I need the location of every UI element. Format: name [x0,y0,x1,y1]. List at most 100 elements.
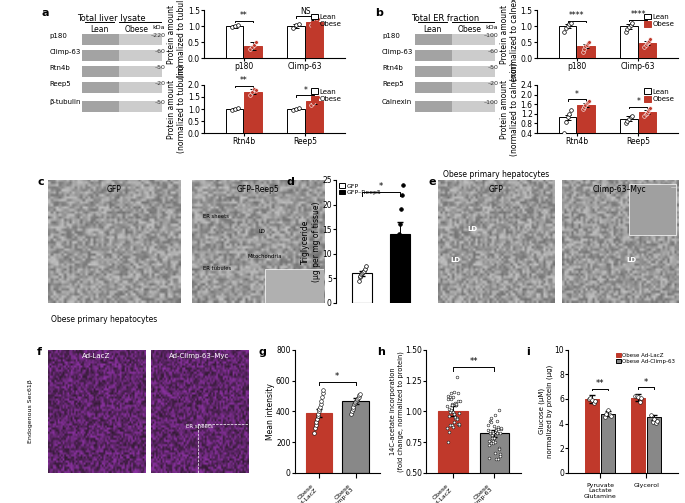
Text: *: * [335,372,339,381]
Point [584,38,595,46]
Bar [639,43,656,58]
Bar [390,234,410,303]
Text: **: ** [240,76,248,85]
Y-axis label: 14C-acetate incorporation
(fold change, normalized to protein): 14C-acetate incorporation (fold change, … [390,351,404,472]
Point [454,421,465,429]
Point [452,421,463,429]
Text: GFP: GFP [107,185,121,194]
Point [288,24,299,32]
Text: –60: –60 [488,49,499,54]
Point [360,262,371,270]
Text: ER sheets: ER sheets [203,214,229,219]
Y-axis label: Protein amount
(normalized to tubulin): Protein amount (normalized to tubulin) [167,65,186,153]
Y-axis label: Protein amount
(normalized to tubulin): Protein amount (normalized to tubulin) [167,0,186,78]
Point [565,106,576,114]
Bar [245,46,262,58]
Bar [342,401,369,473]
Point [484,417,495,426]
Point [488,434,499,442]
Point [251,86,262,94]
Point [443,439,453,447]
Point [606,411,616,420]
Bar [415,34,452,45]
Bar [585,399,599,473]
Point [454,397,465,405]
Text: ****: **** [630,11,646,20]
Point [495,429,506,437]
Point [314,402,325,410]
Point [493,444,504,452]
Text: ****: **** [569,11,584,20]
Text: β-tubulin: β-tubulin [49,100,81,105]
Point [288,106,299,114]
Point [494,450,505,458]
Text: Reep5: Reep5 [49,81,71,87]
Point [495,425,506,433]
Point [316,393,327,401]
Bar [82,101,119,112]
Point [318,386,329,394]
Text: Obese: Obese [458,25,482,34]
Point [448,410,459,418]
Point [640,41,651,49]
Point [351,397,362,405]
Point [359,265,370,273]
Point [309,429,320,437]
Point [393,240,404,248]
Point [354,391,365,399]
Point [308,99,319,107]
Point [577,48,588,56]
Text: a: a [42,8,49,18]
Bar [647,417,662,473]
Point [641,109,652,117]
Text: Climp-63: Climp-63 [49,49,81,55]
Point [490,438,501,446]
Text: GFP: GFP [489,185,503,194]
Point [396,205,407,213]
Text: Ad-LacZ: Ad-LacZ [82,354,111,360]
Bar [601,414,615,473]
Point [491,426,502,434]
Bar [415,50,452,61]
Text: *: * [636,97,640,106]
Point [350,398,361,406]
Text: b: b [375,8,383,18]
Text: Mitochondria: Mitochondria [247,254,282,259]
Bar [415,82,495,93]
Bar [82,34,119,45]
Point [446,389,457,397]
Point [317,389,328,397]
Point [485,427,496,435]
Bar [82,50,119,61]
Bar [438,411,469,503]
Point [625,113,636,121]
Point [442,395,453,403]
Point [449,418,460,426]
Point [641,39,652,47]
Point [392,249,403,258]
Point [312,412,323,420]
Point [249,41,260,49]
Point [622,117,633,125]
Point [633,393,644,401]
Bar [226,26,243,58]
Point [316,396,327,404]
Point [444,407,455,415]
Text: f: f [36,347,41,357]
Point [581,99,592,107]
Bar [621,119,638,143]
Point [631,392,642,400]
Point [247,88,258,96]
Point [451,400,462,408]
Point [586,396,597,404]
Text: Lean: Lean [90,25,109,34]
Point [579,45,590,53]
Text: p180: p180 [49,33,67,39]
Bar [306,413,332,473]
Point [312,415,323,423]
Legend: Lean, Obese: Lean, Obese [311,14,342,28]
Point [645,411,656,420]
Point [232,21,243,29]
Point [358,269,369,277]
Bar [82,66,119,77]
